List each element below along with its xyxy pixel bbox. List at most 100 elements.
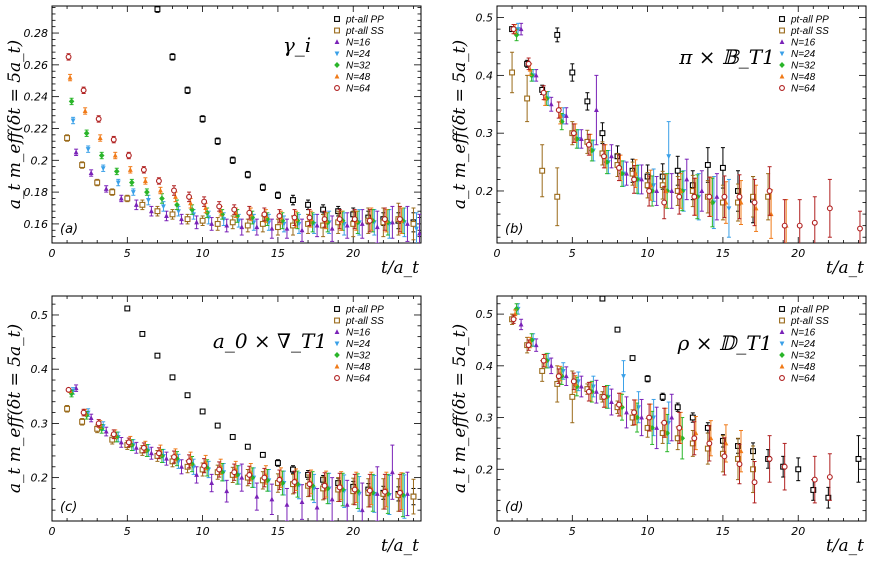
data-point — [224, 488, 230, 494]
data-point — [554, 380, 561, 387]
data-point — [569, 393, 576, 400]
data-point — [555, 107, 562, 113]
chart-title: π × 𝔹_T1 — [678, 45, 775, 69]
data-point — [811, 476, 818, 483]
data-point — [351, 216, 358, 223]
data-point — [125, 152, 132, 159]
data-point — [374, 224, 380, 230]
legend-label: pt-all PP — [790, 15, 829, 26]
data-point — [174, 201, 180, 208]
data-point — [659, 393, 666, 400]
data-point — [585, 388, 592, 395]
data-point — [269, 496, 275, 502]
data-point — [320, 222, 327, 229]
y-tick-label: 0.5 — [476, 12, 494, 25]
data-point — [184, 392, 191, 399]
data-point — [179, 216, 184, 222]
data-point — [184, 87, 191, 94]
data-point — [570, 378, 577, 385]
x-tick-label: 20 — [346, 525, 360, 538]
data-point — [201, 198, 208, 205]
y-tick-label: 0.5 — [476, 308, 494, 321]
data-point — [73, 149, 79, 155]
data-point — [154, 6, 161, 13]
data-point — [555, 373, 562, 380]
legend-label: N=48 — [791, 362, 816, 373]
data-point — [795, 466, 802, 473]
x-tick-label: 0 — [49, 525, 56, 538]
series-n-64 — [510, 314, 833, 504]
legend-marker — [779, 16, 785, 22]
data-point — [548, 363, 554, 368]
data-point — [359, 221, 365, 226]
x-tick-label: 5 — [124, 247, 131, 260]
data-point — [389, 469, 395, 475]
legend-marker — [334, 317, 340, 324]
series-n-16 — [518, 318, 675, 450]
data-point — [65, 386, 72, 393]
data-point — [554, 31, 561, 38]
data-point — [666, 154, 672, 160]
data-point — [684, 176, 690, 182]
data-point — [661, 419, 668, 426]
data-point — [781, 222, 788, 229]
data-point — [269, 225, 275, 231]
data-point — [95, 115, 102, 122]
data-point — [320, 206, 327, 213]
data-point — [324, 485, 331, 492]
data-point — [539, 167, 546, 174]
plot-frame — [51, 5, 422, 244]
x-tick-label: 5 — [569, 247, 576, 260]
data-point — [400, 491, 406, 498]
data-point — [554, 193, 561, 200]
data-point — [169, 374, 176, 381]
data-point — [374, 491, 380, 496]
data-point — [244, 171, 251, 178]
data-point — [654, 188, 660, 193]
data-point — [621, 374, 626, 379]
data-point — [314, 222, 320, 228]
data-point — [276, 213, 283, 219]
data-point — [381, 488, 388, 495]
data-point — [299, 499, 305, 505]
data-point — [751, 479, 758, 486]
data-point — [216, 466, 223, 473]
data-point — [290, 466, 296, 473]
data-point — [614, 326, 621, 333]
data-point — [654, 425, 660, 430]
data-point — [299, 227, 305, 233]
data-point — [259, 220, 266, 227]
x-tick-label: 20 — [791, 525, 805, 538]
y-axis-label: a_t m_eff(δt = 5a_t) — [5, 40, 25, 209]
legend-marker — [779, 27, 785, 34]
data-point — [644, 375, 651, 382]
data-point — [144, 189, 150, 196]
y-tick-label: 0.18 — [24, 186, 49, 199]
data-point — [259, 451, 266, 458]
data-point — [721, 193, 728, 200]
data-point — [274, 224, 281, 231]
data-point — [339, 486, 346, 493]
data-point — [321, 482, 328, 489]
data-point — [214, 220, 221, 227]
data-point — [736, 193, 743, 200]
data-point — [766, 188, 773, 194]
data-point — [194, 472, 199, 477]
legend-label: N=24 — [346, 49, 371, 60]
data-point — [306, 481, 313, 488]
data-point — [67, 74, 73, 80]
data-point — [155, 178, 162, 184]
data-point — [65, 53, 72, 60]
data-point — [149, 450, 154, 456]
data-point — [679, 435, 686, 442]
data-point — [229, 157, 236, 164]
plot-frame — [51, 295, 422, 522]
data-point — [291, 479, 298, 485]
data-point — [139, 201, 146, 208]
data-point — [525, 342, 532, 349]
data-point — [70, 118, 76, 124]
data-point — [82, 108, 88, 113]
y-tick-label: 0.28 — [24, 27, 49, 40]
